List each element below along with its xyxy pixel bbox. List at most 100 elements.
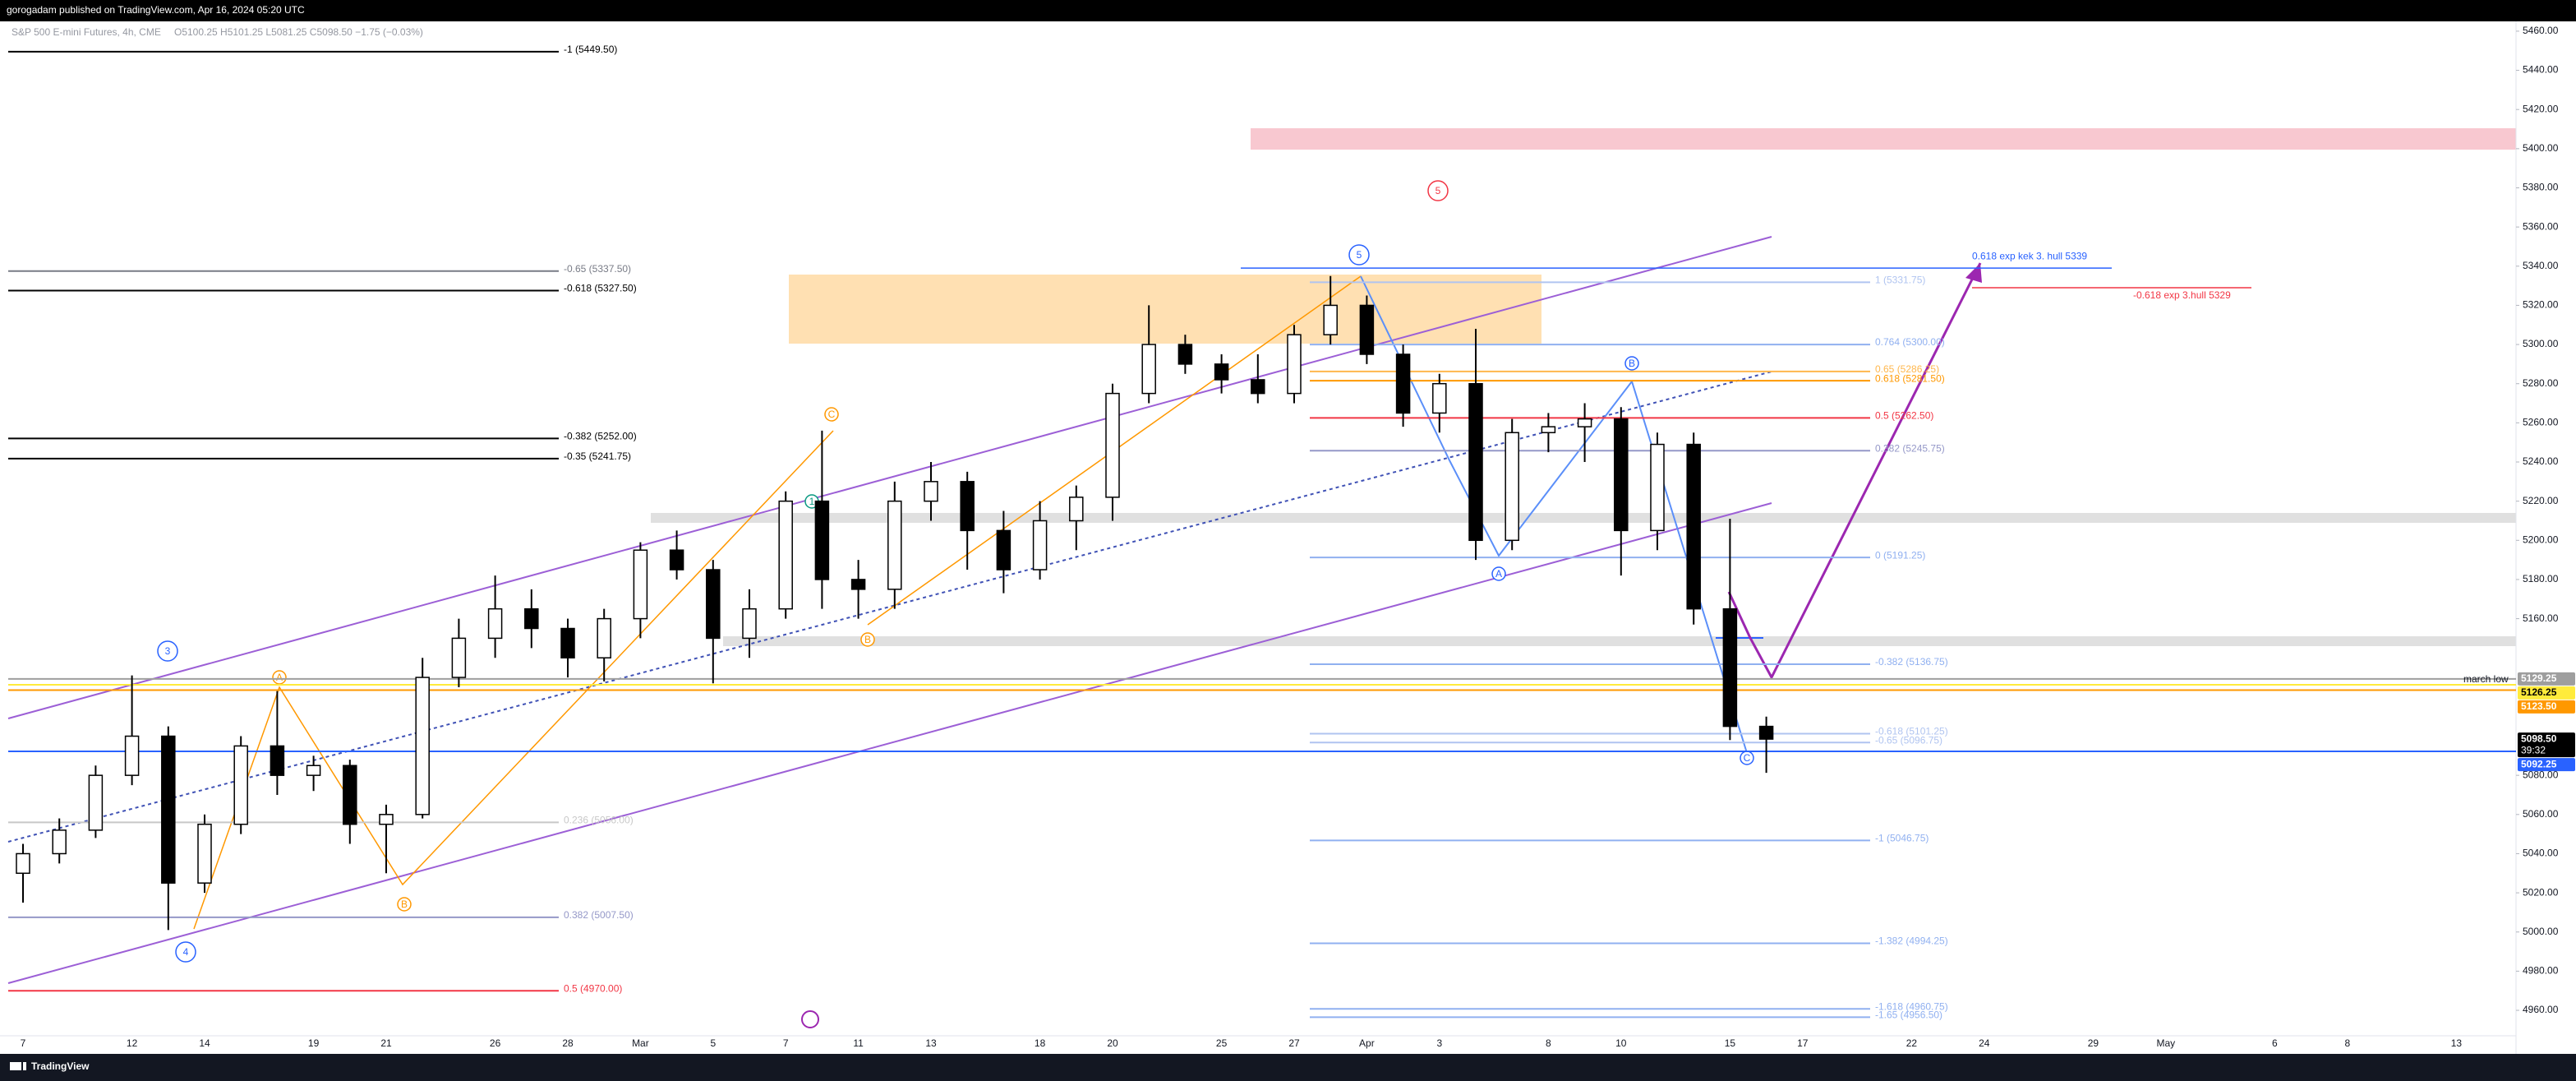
y-tick-label: 5040.00 bbox=[2523, 848, 2559, 859]
gray-band bbox=[723, 636, 2516, 646]
y-tick-label: 5380.00 bbox=[2523, 182, 2559, 193]
fib-label: 0 (5191.25) bbox=[1875, 549, 1925, 561]
y-tick-label: 5400.00 bbox=[2523, 142, 2559, 154]
candle-body bbox=[560, 627, 575, 658]
x-tick-label: 29 bbox=[2088, 1037, 2099, 1049]
wave-label: 1 bbox=[809, 496, 815, 507]
wave-marker bbox=[1624, 356, 1639, 371]
x-tick-label: 21 bbox=[380, 1037, 392, 1049]
y-tick-label: 5260.00 bbox=[2523, 417, 2559, 428]
candle-body bbox=[960, 481, 975, 532]
drawings bbox=[7, 128, 2516, 1028]
arrow-head bbox=[1965, 263, 1982, 283]
price-badge-label: 5123.50 bbox=[2521, 700, 2557, 712]
y-tick-label: 5440.00 bbox=[2523, 64, 2559, 76]
y-tick-label: 4980.00 bbox=[2523, 965, 2559, 977]
candle-body bbox=[1069, 497, 1084, 522]
x-tick-label: 25 bbox=[1216, 1037, 1228, 1049]
candle-body bbox=[270, 745, 285, 776]
supply-zone bbox=[789, 275, 1541, 344]
candle-body bbox=[1505, 432, 1519, 542]
ohlc-label: O5100.25 H5101.25 L5081.25 C5098.50 −1.7… bbox=[174, 26, 423, 38]
y-tick-label: 5200.00 bbox=[2523, 534, 2559, 545]
price-badge bbox=[2518, 732, 2575, 758]
x-tick-label: 27 bbox=[1288, 1037, 1300, 1049]
price-badge bbox=[2518, 700, 2575, 714]
y-tick-label: 5420.00 bbox=[2523, 103, 2559, 114]
candle-body bbox=[197, 823, 212, 884]
fib-label: -1 (5046.75) bbox=[1875, 833, 1929, 844]
x-tick-label: 19 bbox=[308, 1037, 320, 1049]
symbol-title: S&P 500 E-mini Futures, 4h, CME bbox=[12, 26, 161, 38]
fib-label: 0.764 (5300.00) bbox=[1875, 336, 1945, 348]
candle-body bbox=[706, 569, 721, 640]
fib-label: -0.382 (5136.75) bbox=[1875, 656, 1948, 668]
replay-icon bbox=[801, 1010, 819, 1028]
candle-body bbox=[887, 500, 902, 590]
fib-label: 0.5 (4970.00) bbox=[564, 982, 622, 994]
candle-body bbox=[1650, 443, 1665, 532]
candle-body bbox=[1395, 353, 1411, 414]
y-tick-label: 5180.00 bbox=[2523, 573, 2559, 584]
x-tick-label: 5 bbox=[710, 1037, 716, 1049]
fib-label: -0.65 (5337.50) bbox=[564, 263, 631, 275]
candle-body bbox=[850, 579, 866, 590]
candle-body bbox=[1251, 379, 1265, 395]
candle-body bbox=[1105, 392, 1120, 498]
fib-label: 0.65 (5286.25) bbox=[1875, 363, 1939, 375]
candle-body bbox=[343, 765, 357, 825]
candle-body bbox=[161, 735, 176, 884]
fib-label: -1.382 (4994.25) bbox=[1875, 935, 1948, 947]
wave-label: 5 bbox=[1357, 249, 1362, 261]
candle-body bbox=[924, 481, 938, 502]
publisher: gorogadam published on TradingView.com, … bbox=[7, 4, 305, 16]
candle-body bbox=[742, 607, 757, 640]
wave-marker bbox=[1491, 566, 1506, 581]
y-tick-label: 5340.00 bbox=[2523, 260, 2559, 271]
candle-body bbox=[778, 500, 793, 610]
candle-body bbox=[124, 735, 140, 776]
x-tick-label: 26 bbox=[490, 1037, 501, 1049]
wave-label: C bbox=[1744, 752, 1751, 764]
fib-label: -0.35 (5241.75) bbox=[564, 450, 631, 462]
y-tick-label: 5020.00 bbox=[2523, 886, 2559, 898]
channel-upper bbox=[7, 236, 1772, 719]
fib-label: -0.65 (5096.75) bbox=[1875, 734, 1942, 746]
candle-body bbox=[487, 607, 503, 640]
price-badge-label: 5098.50 bbox=[2521, 732, 2557, 744]
wave-path bbox=[1360, 275, 1748, 754]
candle-body bbox=[1214, 363, 1229, 381]
candle-body bbox=[633, 549, 648, 620]
wave-marker bbox=[175, 941, 196, 963]
candle-body bbox=[597, 617, 611, 658]
wave-marker bbox=[157, 640, 178, 662]
fib-label: -1.618 (4960.75) bbox=[1875, 1000, 1948, 1012]
countdown: 39:32 bbox=[2521, 744, 2546, 755]
price-badge bbox=[2518, 672, 2575, 686]
price-badge bbox=[2518, 758, 2575, 772]
y-tick-label: 5460.00 bbox=[2523, 25, 2559, 36]
candle-body bbox=[1141, 344, 1156, 395]
x-tick-label: 13 bbox=[925, 1037, 937, 1049]
gray-band bbox=[651, 513, 2516, 523]
march-low-label: march low bbox=[2463, 673, 2509, 685]
wave-label: B bbox=[1629, 358, 1635, 369]
fib-label: 0.618 (5281.50) bbox=[1875, 372, 1945, 384]
candle-body bbox=[16, 852, 30, 875]
x-tick-label: 14 bbox=[199, 1037, 210, 1049]
x-tick-label: 15 bbox=[1725, 1037, 1736, 1049]
candle-body bbox=[669, 549, 684, 571]
x-tick-label: 10 bbox=[1615, 1037, 1627, 1049]
x-tick-label: 22 bbox=[1906, 1037, 1918, 1049]
candle-body bbox=[1177, 344, 1193, 365]
fib-label: 0.5 (5262.50) bbox=[1875, 410, 1933, 422]
price-badge-label: 5126.25 bbox=[2521, 686, 2557, 698]
candle-body bbox=[1722, 607, 1738, 728]
y-tick-label: 5160.00 bbox=[2523, 612, 2559, 624]
fib-label: 0.236 (5056.00) bbox=[564, 815, 634, 826]
x-tick-label: 11 bbox=[853, 1037, 864, 1049]
candle-body bbox=[996, 529, 1012, 571]
x-tick-label: 28 bbox=[562, 1037, 574, 1049]
